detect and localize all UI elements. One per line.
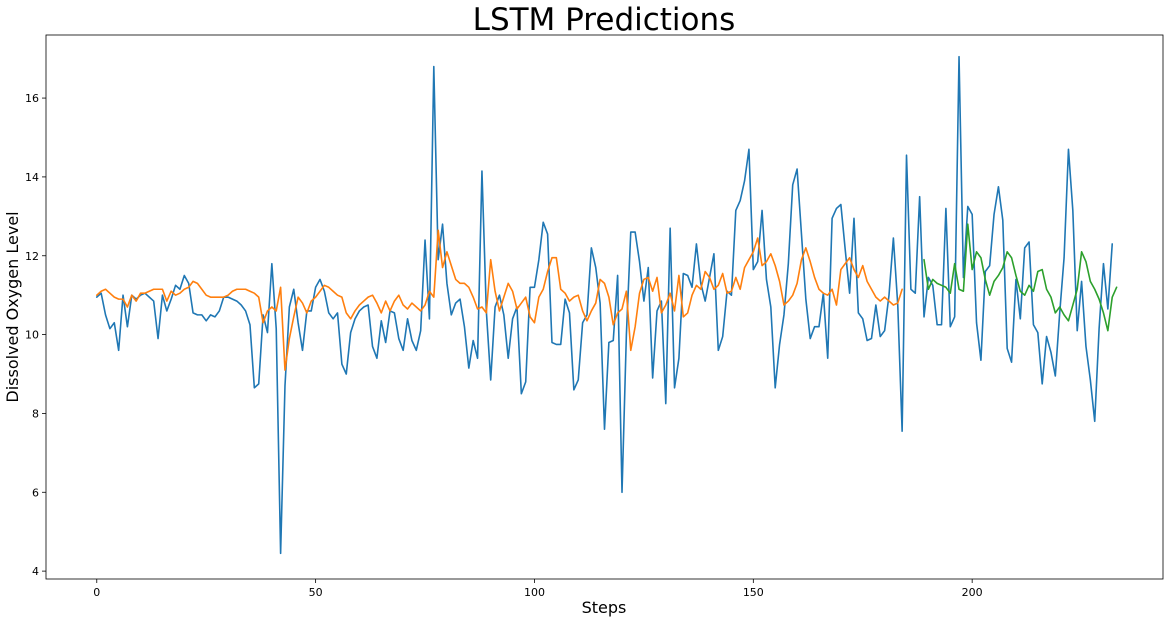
y-tick-label: 16 bbox=[25, 92, 39, 105]
x-axis: 0 50 100 150 200 bbox=[93, 579, 983, 599]
y-axis-label: Dissolved Oxygen Level bbox=[3, 211, 22, 402]
y-tick-label: 8 bbox=[32, 407, 39, 420]
x-tick-label: 0 bbox=[93, 586, 100, 599]
y-tick-label: 10 bbox=[25, 329, 39, 342]
y-tick-label: 6 bbox=[32, 486, 39, 499]
x-tick-label: 200 bbox=[962, 586, 983, 599]
series-layer bbox=[95, 55, 1118, 555]
x-axis-label: Steps bbox=[582, 598, 627, 617]
y-tick-label: 12 bbox=[25, 250, 39, 263]
x-tick-label: 50 bbox=[309, 586, 323, 599]
series-line-1 bbox=[95, 55, 1114, 555]
plot-frame bbox=[45, 34, 1164, 580]
y-tick-label: 4 bbox=[32, 565, 39, 578]
x-tick-label: 100 bbox=[524, 586, 545, 599]
series-line-2 bbox=[95, 229, 903, 371]
x-tick-label: 150 bbox=[743, 586, 764, 599]
y-tick-label: 14 bbox=[25, 171, 39, 184]
y-axis: 4 6 8 10 12 14 16 bbox=[25, 92, 46, 578]
series-line-3 bbox=[923, 223, 1118, 332]
chart-title: LSTM Predictions bbox=[473, 2, 736, 38]
